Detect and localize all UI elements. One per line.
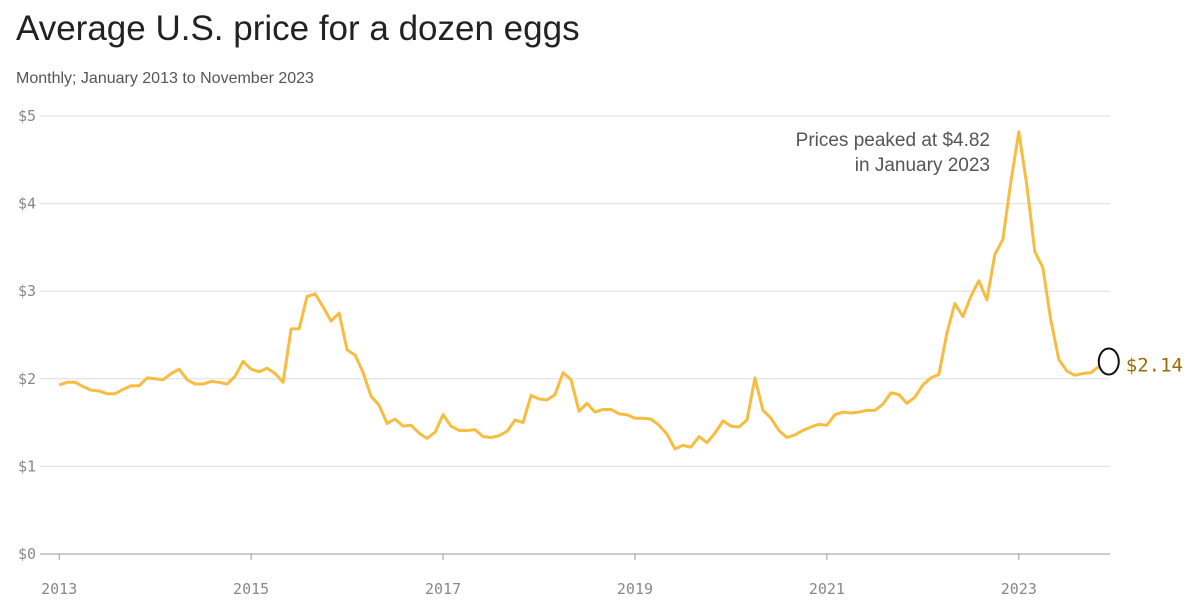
y-tick-label: $5 [18, 107, 36, 125]
y-tick-label: $3 [18, 282, 36, 300]
end-label: $2.14 [1126, 355, 1183, 377]
line [58, 130, 1100, 451]
x-tick-label: 2021 [809, 580, 845, 598]
egg-icon [1097, 347, 1120, 376]
annotation: Prices peaked at $4.82 [796, 130, 990, 151]
y-tick-label: $0 [18, 545, 36, 563]
chart-title: Average U.S. price for a dozen eggs [16, 9, 580, 48]
x-tick-label: 2019 [617, 580, 653, 598]
y-tick-label: $1 [18, 457, 36, 475]
annotation: in January 2023 [855, 155, 990, 176]
x-tick-label: 2015 [233, 580, 269, 598]
x-tick-label: 2017 [425, 580, 461, 598]
y-tick-label: $2 [18, 370, 36, 388]
x-tick-label: 2013 [41, 580, 77, 598]
y-tick-label: $4 [18, 195, 36, 213]
x-tick-label: 2023 [1001, 580, 1037, 598]
chart-subtitle: Monthly; January 2013 to November 2023 [16, 70, 314, 87]
